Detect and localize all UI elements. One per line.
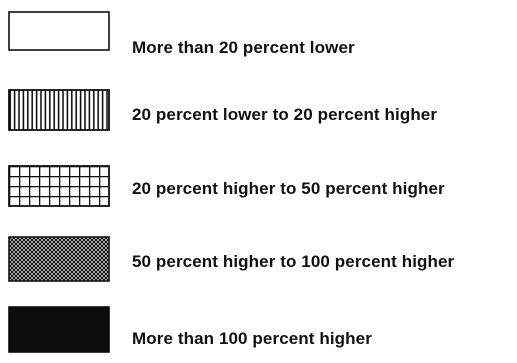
legend-item-50-higher-to-100-higher: 50 percent higher to 100 percent higher <box>0 233 517 293</box>
legend-label: More than 20 percent lower <box>132 38 355 57</box>
vertical-lines-icon <box>8 89 110 131</box>
grid-icon <box>8 165 110 207</box>
legend-item-20-lower-to-20-higher: 20 percent lower to 20 percent higher <box>0 84 517 144</box>
legend-label: 20 percent lower to 20 percent higher <box>132 105 438 124</box>
blank-icon <box>8 11 110 51</box>
crosshatch-icon <box>8 236 110 282</box>
legend-item-more-than-100-higher: More than 100 percent higher <box>0 303 517 363</box>
legend-label: 50 percent higher to 100 percent higher <box>132 252 455 271</box>
solid-fill-icon <box>8 306 110 353</box>
legend-label: More than 100 percent higher <box>132 329 372 348</box>
legend-item-20-higher-to-50-higher: 20 percent higher to 50 percent higher <box>0 160 517 220</box>
legend-label: 20 percent higher to 50 percent higher <box>132 179 445 198</box>
legend-item-more-than-20-lower: More than 20 percent lower <box>0 6 517 66</box>
